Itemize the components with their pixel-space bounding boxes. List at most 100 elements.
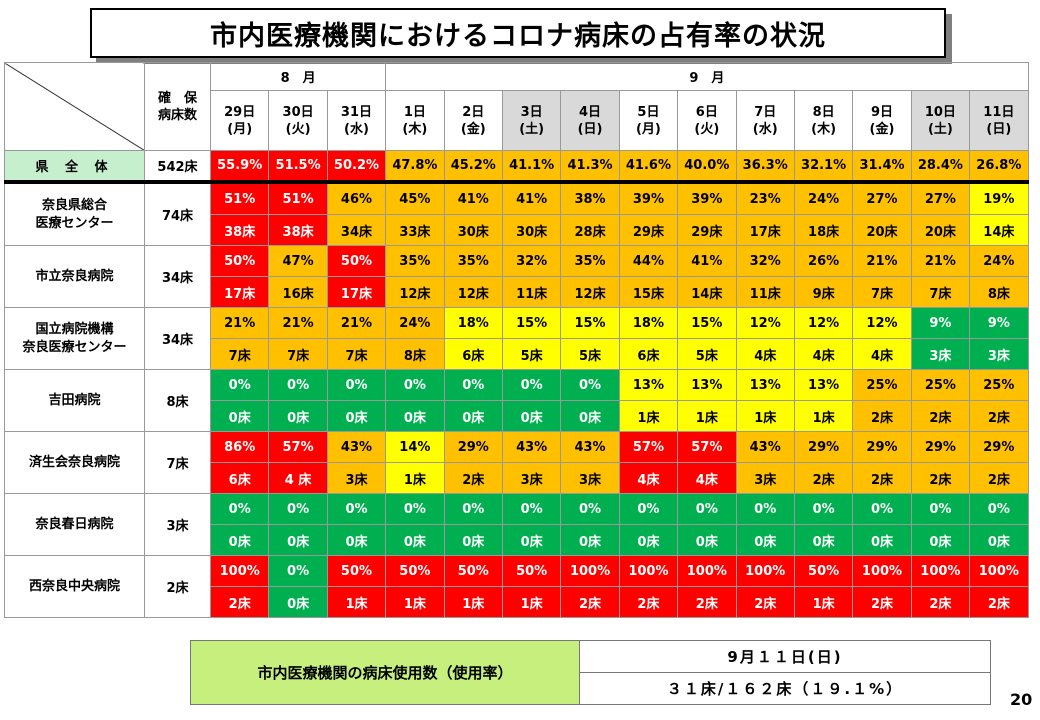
occupied-beds-cell: 15床	[618, 276, 679, 308]
date-header-cell: 11日 (日)	[969, 90, 1029, 151]
occupied-beds-cell: 0床	[793, 524, 854, 556]
occupied-beds-cell: 3床	[326, 462, 387, 494]
date-header-cell: 5日 (月)	[618, 90, 679, 151]
occupancy-rate-cell: 29%	[443, 431, 503, 463]
date-weekday: (金)	[869, 121, 895, 137]
occupancy-rate-cell: 51%	[268, 181, 328, 215]
occupied-beds-cell: 2床	[969, 462, 1029, 494]
occupancy-rate-cell: 39%	[677, 181, 737, 215]
occupancy-rate-cell: 0%	[209, 493, 270, 525]
date-day: 3日	[520, 104, 543, 120]
month-august: 8 月	[209, 62, 387, 91]
prefecture-rate-cell: 36.3%	[735, 150, 795, 184]
hospital-rate-row: 市立奈良病院 34床 50% 47% 50% 35% 35% 32% 35% 44% 41% 32% 2…	[4, 245, 1029, 308]
occupancy-rate-cell: 35%	[560, 245, 620, 277]
date-header-cell: 4日 (日)	[560, 90, 620, 151]
occupied-beds-cell: 0床	[326, 400, 387, 432]
occupied-beds-cell: 12床	[385, 276, 445, 308]
occupied-beds-cell: 28床	[560, 214, 620, 246]
date-weekday: (月)	[227, 121, 253, 137]
occupied-beds-cell: 0床	[560, 524, 620, 556]
occupied-beds-cell: 11床	[735, 276, 795, 308]
occupancy-rate-cell: 9%	[969, 307, 1029, 339]
prefecture-rate-cell: 50.2%	[326, 150, 387, 184]
occupied-beds-cell: 17床	[735, 214, 795, 246]
occupancy-rate-cell: 50%	[443, 555, 503, 587]
date-day: 30日	[282, 104, 314, 120]
summary-label: 市内医療機関の病床使用数（使用率）	[190, 640, 580, 705]
occupancy-rate-cell: 39%	[618, 181, 679, 215]
occupied-beds-cell: 5床	[677, 338, 737, 370]
occupancy-rate-cell: 0%	[560, 369, 620, 401]
occupancy-rate-cell: 25%	[852, 369, 912, 401]
date-header-cell: 30日 (火)	[268, 90, 328, 151]
occupancy-rate-cell: 15%	[501, 307, 562, 339]
date-weekday: (土)	[519, 121, 545, 137]
occupied-beds-cell: 0床	[443, 524, 503, 556]
occupied-beds-cell: 1床	[793, 400, 854, 432]
occupancy-rate-cell: 21%	[852, 245, 912, 277]
occupied-beds-cell: 0床	[326, 524, 387, 556]
occupancy-rate-cell: 51%	[209, 181, 270, 215]
occupancy-rate-cell: 29%	[852, 431, 912, 463]
date-day: 5日	[637, 104, 660, 120]
occupied-beds-cell: 0床	[268, 586, 328, 618]
occupancy-rate-cell: 0%	[326, 493, 387, 525]
occupancy-rate-cell: 57%	[618, 431, 679, 463]
occupancy-rate-cell: 0%	[268, 369, 328, 401]
occupied-beds-cell: 17床	[326, 276, 387, 308]
occupancy-rate-cell: 13%	[735, 369, 795, 401]
date-weekday: (火)	[694, 121, 720, 137]
occupancy-rate-cell: 0%	[209, 369, 270, 401]
occupancy-rate-cell: 41%	[501, 181, 562, 215]
occupied-beds-cell: 1床	[443, 586, 503, 618]
hospital-name: 市立奈良病院	[4, 245, 145, 308]
occupied-beds-cell: 2床	[618, 586, 679, 618]
occupancy-rate-cell: 0%	[268, 493, 328, 525]
occupied-beds-cell: 1床	[618, 400, 679, 432]
date-weekday: (日)	[986, 121, 1012, 137]
occupied-beds-cell: 2床	[852, 586, 912, 618]
hospital-beds: 74床	[144, 181, 211, 246]
occupancy-rate-cell: 100%	[677, 555, 737, 587]
page-title-text: 市内医療機関におけるコロナ病床の占有率の状況	[210, 20, 826, 52]
occupancy-rate-cell: 13%	[677, 369, 737, 401]
occupied-beds-cell: 0床	[385, 400, 445, 432]
occupied-beds-cell: 4床	[852, 338, 912, 370]
occupied-beds-cell: 0床	[735, 524, 795, 556]
occupancy-rate-cell: 47%	[268, 245, 328, 277]
occupancy-rate-cell: 0%	[618, 493, 679, 525]
occupied-beds-cell: 1床	[326, 586, 387, 618]
hospital-rate-row: 済生会奈良病院 7床 86% 57% 43% 14% 29% 43% 43% 57% 57% 43% 2…	[4, 431, 1029, 494]
occupied-beds-cell: 12床	[560, 276, 620, 308]
occupancy-rate-cell: 19%	[969, 181, 1029, 215]
prefecture-rate-cell: 40.0%	[677, 150, 737, 184]
occupancy-rate-cell: 0%	[910, 493, 971, 525]
occupied-beds-cell: 5床	[501, 338, 562, 370]
occupied-beds-cell: 2床	[677, 586, 737, 618]
date-header-cell: 3日 (土)	[501, 90, 562, 151]
occupied-beds-cell: 1床	[735, 400, 795, 432]
occupied-beds-cell: 17床	[209, 276, 270, 308]
occupancy-rate-cell: 50%	[209, 245, 270, 277]
hospital-beds: 8床	[144, 369, 211, 432]
hospital-count-row: 2床 0床 1床 1床 1床 1床 2床 2床 2床 2床 1床 2床 2床 2床	[5, 586, 1029, 618]
occupancy-rate-cell: 0%	[443, 369, 503, 401]
occupancy-rate-cell: 29%	[969, 431, 1029, 463]
date-header-cell: 1日 (木)	[385, 90, 445, 151]
occupied-beds-cell: 4床	[735, 338, 795, 370]
occupied-beds-cell: 6床	[209, 462, 270, 494]
occupancy-rate-cell: 26%	[793, 245, 854, 277]
date-day: 6日	[695, 104, 718, 120]
prefecture-rate-cell: 31.4%	[852, 150, 912, 184]
occupancy-rate-cell: 43%	[501, 431, 562, 463]
occupied-beds-cell: 38床	[268, 214, 328, 246]
occupied-beds-cell: 0床	[560, 400, 620, 432]
occupied-beds-cell: 7床	[326, 338, 387, 370]
occupancy-rate-cell: 21%	[910, 245, 971, 277]
hospital-beds: 34床	[144, 245, 211, 308]
occupancy-rate-cell: 43%	[560, 431, 620, 463]
occupancy-rate-cell: 57%	[268, 431, 328, 463]
occupied-beds-cell: 4床	[618, 462, 679, 494]
occupied-beds-cell: 9床	[793, 276, 854, 308]
